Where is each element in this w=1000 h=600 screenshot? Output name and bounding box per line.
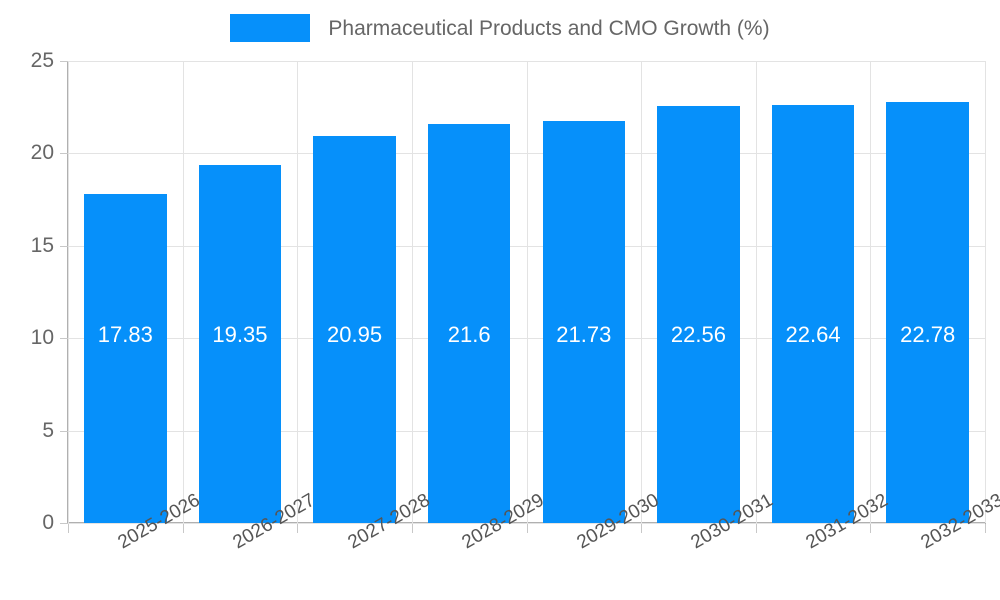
gridline-vertical (297, 61, 298, 523)
x-tick-mark (183, 524, 184, 533)
y-tick-label: 20 (30, 141, 54, 165)
gridline-vertical (412, 61, 413, 523)
bar-value-label: 17.83 (97, 321, 153, 347)
legend-color-swatch-icon (230, 14, 311, 42)
gridline-vertical (183, 61, 184, 523)
x-tick-mark (641, 524, 642, 533)
gridline-vertical (756, 61, 757, 523)
x-tick-mark (756, 524, 757, 533)
legend-item-label: Pharmaceutical Products and CMO Growth (… (328, 16, 770, 40)
bar-value-label: 19.35 (212, 321, 268, 347)
bar-value-label: 22.56 (670, 321, 726, 347)
gridline-horizontal (68, 153, 985, 155)
plot-area: 17.83 19.35 20.95 21.6 21.73 22.56 22.64 22.78 (68, 61, 986, 524)
x-tick-mark (870, 524, 871, 533)
y-tick-label: 15 (30, 233, 54, 257)
gridline-horizontal (68, 430, 985, 432)
bar-value-label: 22.64 (785, 321, 841, 347)
x-tick-mark (527, 524, 528, 533)
gridline-vertical (870, 61, 871, 523)
bar-value-label: 21.73 (556, 321, 612, 347)
y-tick-mark (60, 338, 68, 340)
bar-value-label: 22.78 (900, 321, 956, 347)
bar[interactable] (427, 123, 511, 523)
gridline-vertical (641, 61, 642, 523)
gridline-horizontal (68, 523, 985, 524)
bar-value-label: 20.95 (327, 321, 383, 347)
y-tick-label: 25 (30, 49, 54, 72)
x-tick-mark (297, 524, 298, 533)
x-tick-mark (68, 524, 69, 533)
gridline-horizontal (68, 61, 985, 62)
y-tick-mark (60, 430, 68, 432)
bar-value-label: 21.6 (447, 321, 491, 347)
gridline-vertical (527, 61, 528, 523)
bar[interactable] (84, 193, 167, 523)
x-tick-mark (412, 524, 413, 533)
y-tick-label: 5 (42, 418, 54, 442)
y-tick-mark (60, 245, 68, 247)
bar[interactable] (771, 104, 855, 523)
chart-legend: Pharmaceutical Products and CMO Growth (… (0, 14, 1000, 42)
bar[interactable] (313, 135, 396, 523)
gridline-horizontal (68, 338, 985, 340)
y-tick-mark (60, 61, 68, 62)
legend-item[interactable]: Pharmaceutical Products and CMO Growth (… (230, 14, 770, 42)
x-tick-mark (985, 524, 986, 533)
gridline-vertical (985, 61, 986, 523)
bar[interactable] (198, 165, 282, 523)
gridline-vertical (68, 61, 69, 523)
gridline-horizontal (68, 245, 985, 247)
bar[interactable] (657, 106, 740, 523)
y-tick-label: 0 (42, 511, 54, 534)
bar[interactable] (886, 102, 969, 523)
y-tick-mark (60, 153, 68, 155)
y-tick-mark (60, 523, 68, 524)
y-tick-label: 10 (30, 326, 54, 350)
bar[interactable] (542, 121, 626, 523)
